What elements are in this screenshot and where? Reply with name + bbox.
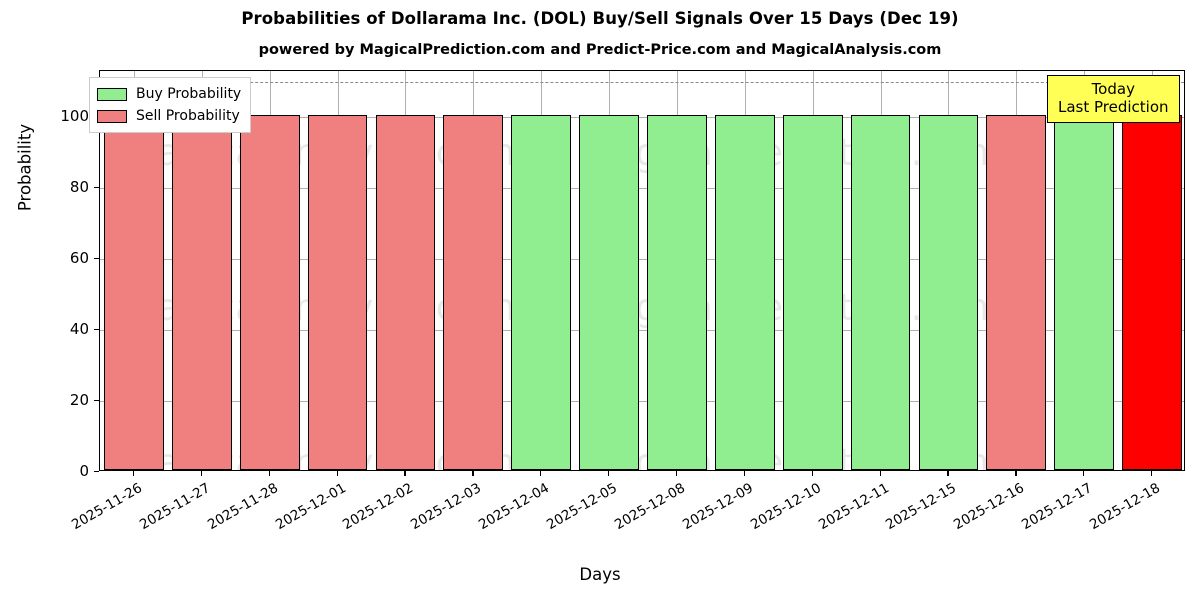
chart-legend: Buy Probability Sell Probability [89, 77, 252, 133]
x-tick-mark [879, 471, 881, 476]
x-tick-mark [404, 471, 406, 476]
bar-2025-12-01 [307, 115, 368, 470]
today-annotation-line2: Last Prediction [1058, 98, 1169, 117]
y-tick-mark [94, 329, 99, 331]
x-tick-mark [743, 471, 745, 476]
threshold-dashed-line [100, 81, 1184, 83]
y-tick-mark [94, 187, 99, 189]
gridline-horizontal [100, 188, 1184, 190]
bar-2025-12-16 [986, 115, 1047, 470]
bar-2025-12-09 [714, 115, 775, 470]
bar-2025-12-17 [1054, 115, 1115, 470]
x-tick-mark [947, 471, 949, 476]
x-axis-label: Days [579, 565, 621, 584]
bar-2025-12-05 [579, 115, 639, 470]
gridline-horizontal [100, 259, 1184, 261]
x-tick-mark [540, 471, 542, 476]
bar-2025-12-04 [511, 115, 572, 470]
bar-2025-11-28 [239, 115, 300, 470]
y-tick-mark [94, 258, 99, 260]
bar-2025-12-02 [375, 115, 436, 470]
y-tick-mark [94, 400, 99, 402]
bar-2025-11-26 [104, 115, 164, 470]
x-tick-mark [472, 471, 474, 476]
gridline-horizontal [100, 117, 1184, 119]
x-tick-mark [608, 471, 610, 476]
bar-2025-12-08 [647, 115, 707, 470]
y-tick-label: 20 [69, 391, 89, 410]
legend-swatch [97, 87, 127, 101]
legend-item-sell: Sell Probability [97, 105, 241, 127]
gridline-horizontal [100, 330, 1184, 332]
today-annotation: Today Last Prediction [1047, 75, 1180, 123]
y-axis-label: Probability [15, 123, 35, 212]
plot-area: MagicalAnalysis.comMagicalPrediction.com… [99, 70, 1185, 471]
y-tick-label: 0 [79, 462, 89, 480]
x-tick-mark [1151, 471, 1153, 476]
y-tick-label: 80 [69, 178, 89, 197]
legend-swatch [97, 109, 127, 123]
chart-title: Probabilities of Dollarama Inc. (DOL) Bu… [241, 9, 959, 28]
y-tick-label: 40 [69, 320, 89, 339]
y-tick-label: 60 [69, 249, 89, 268]
x-tick-mark [200, 471, 202, 476]
legend-label: Sell Probability [136, 108, 240, 124]
y-tick-label: 100 [60, 107, 89, 126]
gridline-horizontal [100, 401, 1184, 403]
x-tick-mark [1015, 471, 1017, 476]
legend-label: Buy Probability [136, 86, 242, 102]
y-tick-mark [94, 471, 99, 473]
x-tick-mark [132, 471, 135, 476]
x-tick-mark [268, 471, 270, 476]
x-tick-mark [675, 471, 678, 476]
bar-2025-12-15 [918, 115, 979, 470]
legend-item-buy: Buy Probability [97, 83, 241, 105]
bar-2025-12-18 [1122, 115, 1182, 470]
x-tick-mark [811, 471, 813, 476]
chart-subtitle: powered by MagicalPrediction.com and Pre… [258, 42, 942, 58]
x-tick-mark [336, 471, 338, 476]
bar-2025-12-11 [850, 115, 911, 470]
bar-2025-12-10 [782, 115, 843, 470]
x-tick-mark [1083, 471, 1085, 476]
bar-2025-12-03 [443, 115, 504, 470]
bar-2025-11-27 [171, 115, 232, 470]
today-annotation-line1: Today [1091, 80, 1135, 98]
